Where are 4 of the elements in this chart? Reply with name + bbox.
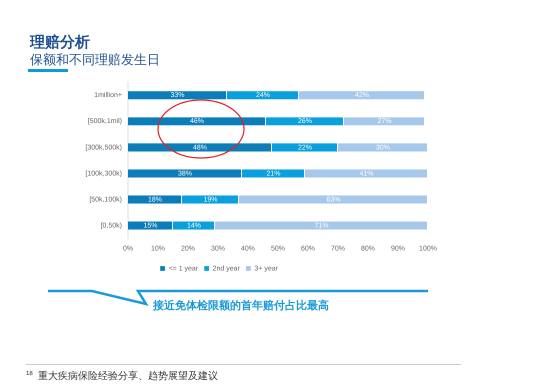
text: 接近免体检限额的首年赔付占比最高	[153, 298, 329, 313]
chart-title: 理赔分析	[30, 33, 90, 52]
text: 重大疾病保险经验分享、趋势展望及建议	[38, 370, 218, 383]
chart-subtitle: 保额和不同理赔发生日	[30, 52, 160, 69]
